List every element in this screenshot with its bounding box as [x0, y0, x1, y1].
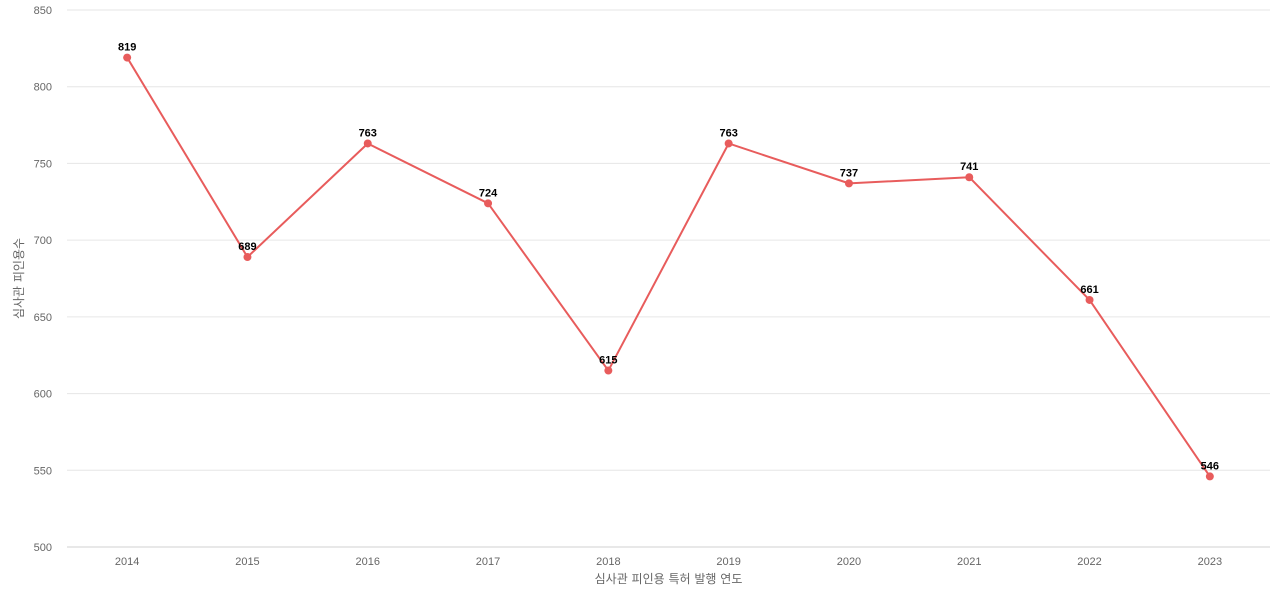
y-tick-label: 500 — [34, 542, 52, 554]
data-point[interactable] — [965, 173, 974, 182]
data-point[interactable] — [123, 53, 132, 62]
y-tick-label: 700 — [34, 235, 52, 247]
y-axis-title: 심사관 피인용수 — [12, 238, 26, 319]
data-point[interactable] — [844, 179, 853, 188]
x-tick-label: 2015 — [235, 556, 259, 568]
x-tick-label: 2017 — [476, 556, 500, 568]
data-label: 763 — [359, 127, 377, 139]
x-tick-label: 2014 — [115, 556, 139, 568]
data-label: 615 — [599, 355, 617, 367]
data-point[interactable] — [243, 253, 252, 262]
data-points — [123, 53, 1214, 481]
series-line — [126, 57, 1211, 477]
data-label: 724 — [479, 187, 498, 199]
y-tick-label: 600 — [34, 389, 52, 401]
data-label: 763 — [719, 127, 737, 139]
x-tick-label: 2022 — [1077, 556, 1101, 568]
data-point[interactable] — [363, 139, 372, 148]
x-axis-title: 심사관 피인용 특허 발행 연도 — [595, 571, 743, 586]
y-axis-ticks: 500 550 600 650 700 750 800 850 — [34, 5, 52, 554]
x-tick-label: 2021 — [957, 556, 981, 568]
data-labels: 819 689 763 724 615 763 737 741 661 546 — [118, 42, 1219, 473]
data-label: 689 — [238, 241, 256, 253]
x-tick-label: 2018 — [596, 556, 620, 568]
y-tick-label: 650 — [34, 312, 52, 324]
data-point[interactable] — [1205, 472, 1214, 481]
y-tick-label: 550 — [34, 465, 52, 477]
data-point[interactable] — [724, 139, 733, 148]
data-point[interactable] — [604, 366, 613, 375]
y-tick-label: 800 — [34, 82, 52, 94]
data-label: 737 — [840, 167, 858, 179]
x-tick-label: 2023 — [1198, 556, 1222, 568]
data-label: 741 — [960, 161, 978, 173]
x-tick-label: 2016 — [356, 556, 380, 568]
data-label: 546 — [1201, 460, 1219, 472]
series — [126, 57, 1211, 477]
data-label: 661 — [1080, 284, 1098, 296]
grid — [67, 9, 1270, 548]
x-tick-label: 2020 — [837, 556, 861, 568]
y-tick-label: 750 — [34, 158, 52, 170]
data-point[interactable] — [484, 199, 493, 208]
x-axis-ticks: 2014 2015 2016 2017 2018 2019 2020 2021 2022 2023 — [115, 556, 1222, 568]
y-tick-label: 850 — [34, 5, 52, 17]
data-point[interactable] — [1085, 295, 1094, 304]
data-label: 819 — [118, 42, 136, 54]
x-tick-label: 2019 — [716, 556, 740, 568]
